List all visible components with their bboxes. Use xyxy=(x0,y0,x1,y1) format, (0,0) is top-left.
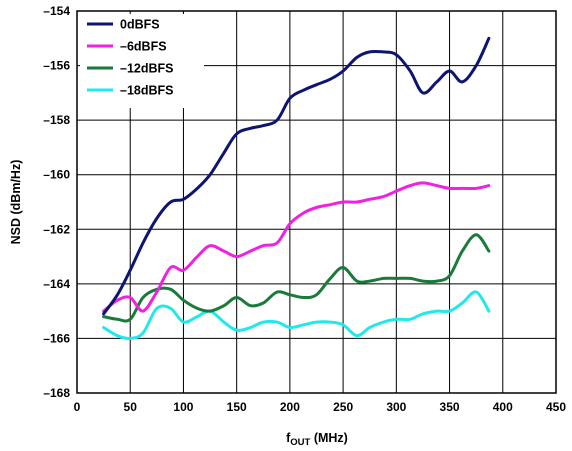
y-axis-title: NSD (dBm/Hz) xyxy=(9,160,23,245)
y-tick-label: –156 xyxy=(43,59,70,73)
y-tick-label: –160 xyxy=(43,168,70,182)
x-axis-title-main: f xyxy=(286,431,291,445)
x-tick-label: 400 xyxy=(493,400,513,414)
legend-label-6dbfs: –6dBFS xyxy=(120,40,167,54)
x-tick-label: 100 xyxy=(173,400,193,414)
y-tick-label: –162 xyxy=(43,222,70,236)
y-tick-label: –166 xyxy=(43,331,70,345)
x-tick-label: 150 xyxy=(227,400,247,414)
series-line-6dbfs xyxy=(102,181,491,313)
x-tick-labels: 0 50 100 150 200 250 300 350 400 450 xyxy=(74,400,567,414)
y-tick-label: –168 xyxy=(43,386,70,400)
series-line-0dbfs xyxy=(102,36,491,316)
x-tick-label: 350 xyxy=(440,400,460,414)
x-tick-label: 250 xyxy=(333,400,353,414)
series-line-12dbfs xyxy=(102,233,491,323)
y-tick-labels: –154 –156 –158 –160 –162 –164 –166 –168 xyxy=(43,4,70,400)
x-tick-label: 300 xyxy=(386,400,406,414)
x-tick-label: 50 xyxy=(124,400,138,414)
x-tick-label: 200 xyxy=(280,400,300,414)
legend-label-18dbfs: –18dBFS xyxy=(120,84,174,98)
legend-label-12dbfs: –12dBFS xyxy=(120,62,174,76)
x-axis-title-subscript: OUT xyxy=(290,437,310,448)
x-tick-label: 450 xyxy=(546,400,566,414)
legend-box xyxy=(80,14,204,108)
x-axis-title: fOUT (MHz) xyxy=(286,431,348,448)
series-lines xyxy=(102,36,491,341)
y-tick-label: –164 xyxy=(43,277,70,291)
x-axis-title-rest: (MHz) xyxy=(310,431,348,445)
legend: 0dBFS –6dBFS –12dBFS –18dBFS xyxy=(87,18,174,98)
plot-frame xyxy=(76,10,557,394)
series-line-18dbfs xyxy=(102,290,491,341)
x-tick-label: 0 xyxy=(74,400,81,414)
legend-label-0dbfs: 0dBFS xyxy=(120,18,160,32)
y-tick-label: –158 xyxy=(43,113,70,127)
y-tick-label: –154 xyxy=(43,4,70,18)
